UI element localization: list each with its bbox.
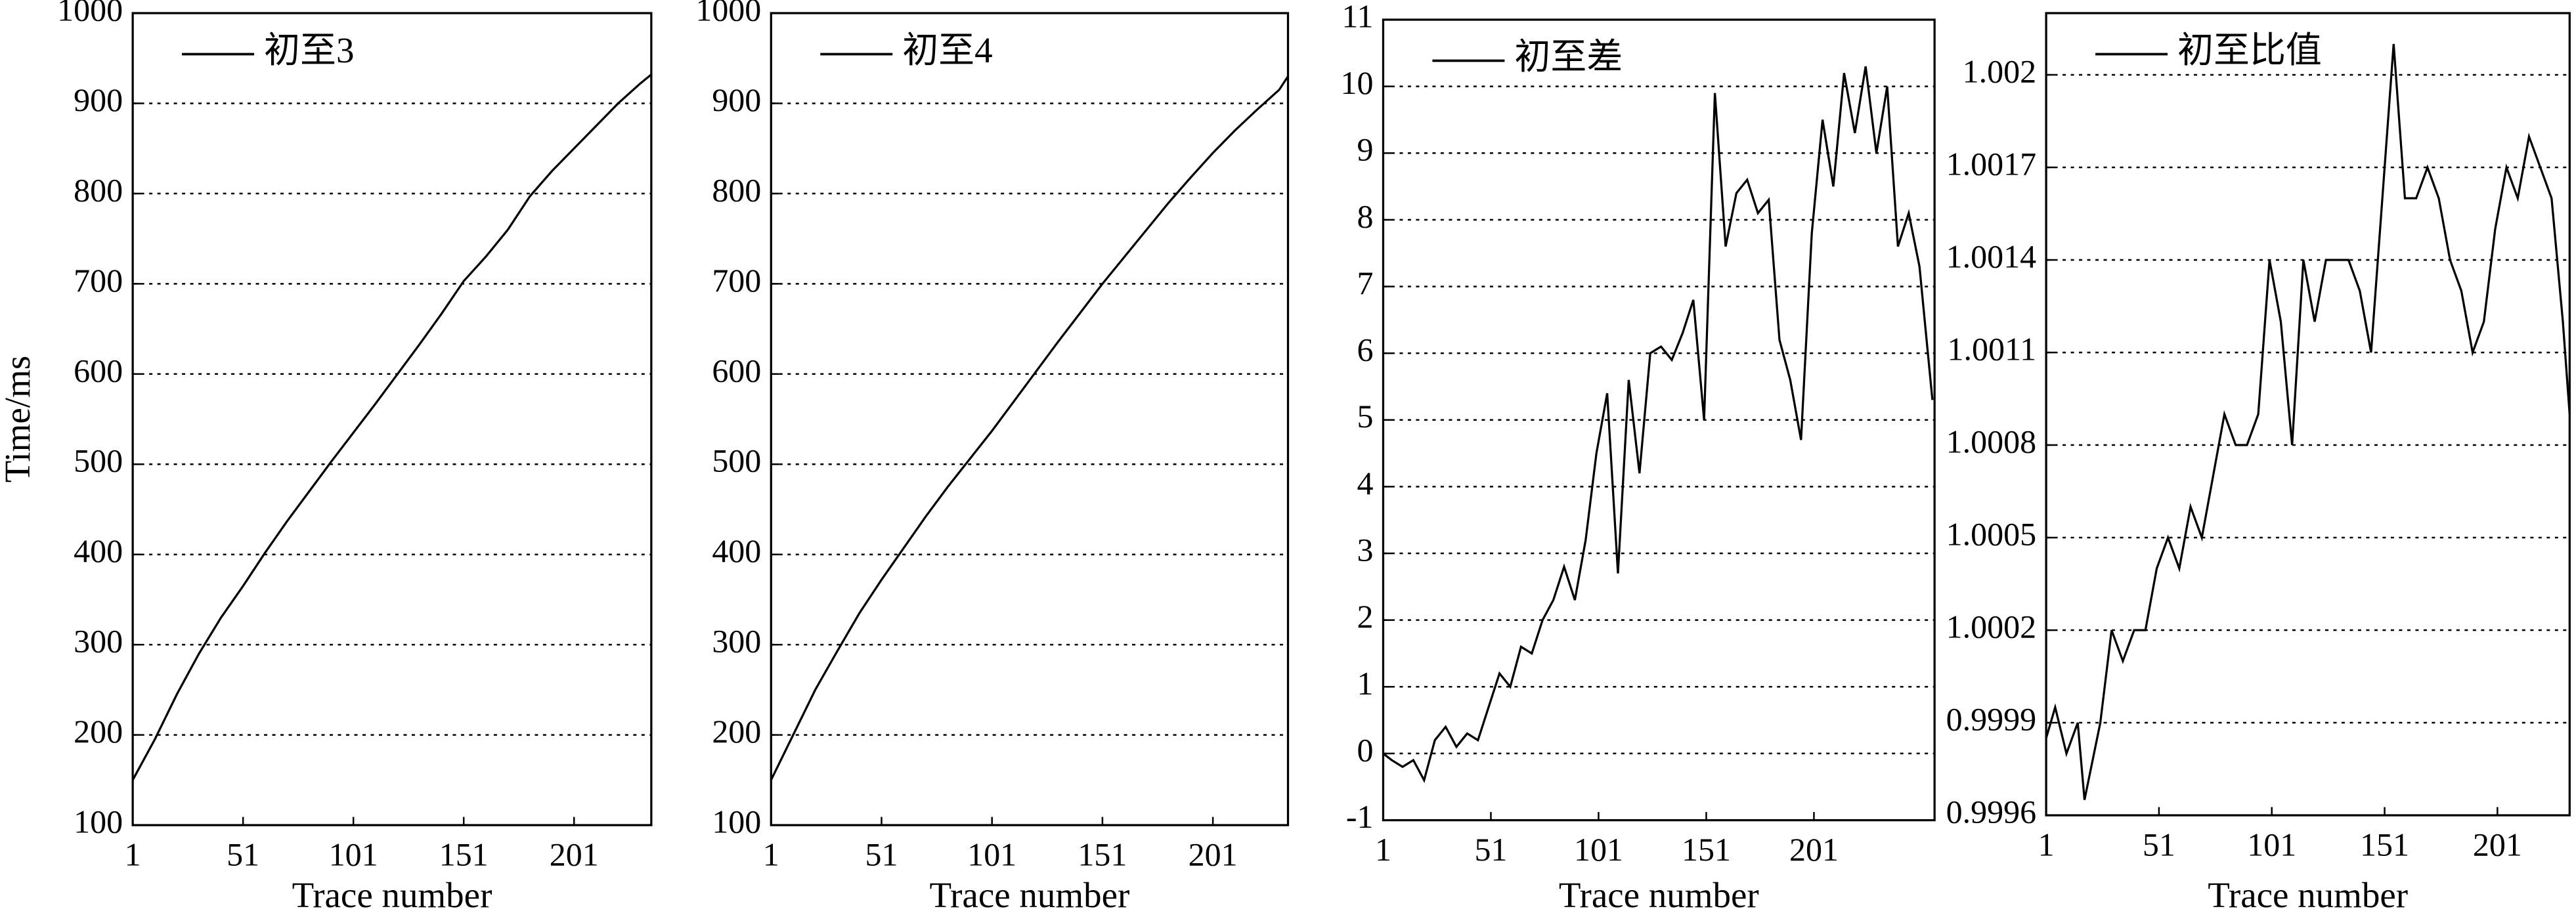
x-tick-label: 51 bbox=[865, 836, 898, 873]
data-line bbox=[2045, 43, 2571, 800]
y-tick-label: 900 bbox=[712, 81, 761, 118]
x-tick-label: 151 bbox=[2360, 826, 2409, 863]
x-tick-label: 1 bbox=[2038, 826, 2055, 863]
y-tick-label: 200 bbox=[74, 713, 123, 750]
y-tick-label: 1.0002 bbox=[1946, 608, 2036, 645]
plot-frame bbox=[1382, 18, 1936, 822]
y-tick-label: 3 bbox=[1357, 532, 1373, 568]
x-tick-label: 101 bbox=[2247, 826, 2296, 863]
y-tick-label: 400 bbox=[74, 532, 123, 569]
y-tick-label: 600 bbox=[712, 352, 761, 389]
y-tick-label: 600 bbox=[74, 352, 123, 389]
y-tick-label: 1 bbox=[1357, 665, 1373, 702]
y-tick-label: 1000 bbox=[57, 0, 123, 28]
data-line bbox=[1382, 66, 1934, 783]
y-tick-label: 300 bbox=[74, 623, 123, 660]
data-line bbox=[770, 75, 1289, 781]
y-tick-label: 6 bbox=[1357, 331, 1373, 368]
y-tick-label: 8 bbox=[1357, 198, 1373, 234]
y-tick-label: 1.0008 bbox=[1946, 423, 2036, 459]
x-tick-label: 101 bbox=[1574, 831, 1623, 868]
x-tick-label: 51 bbox=[227, 836, 259, 873]
y-tick-label: 1.0017 bbox=[1946, 145, 2036, 182]
y-tick-label: 300 bbox=[712, 623, 761, 660]
x-axis-label: Trace number bbox=[2208, 875, 2408, 915]
y-tick-label: 4 bbox=[1357, 465, 1373, 501]
y-tick-label: 11 bbox=[1342, 0, 1373, 34]
plot-frame bbox=[2045, 12, 2571, 817]
y-tick-label: 400 bbox=[712, 532, 761, 569]
y-tick-label: 100 bbox=[712, 803, 761, 840]
x-tick-label: 151 bbox=[439, 836, 489, 873]
y-tick-label: 9 bbox=[1357, 131, 1373, 168]
y-tick-label: 800 bbox=[74, 171, 123, 208]
x-tick-label: 151 bbox=[1682, 831, 1731, 868]
x-tick-label: 201 bbox=[2473, 826, 2522, 863]
y-tick-label: 800 bbox=[712, 171, 761, 208]
x-tick-label: 151 bbox=[1078, 836, 1127, 873]
y-tick-label: 1.002 bbox=[1963, 53, 2036, 89]
x-tick-label: 1 bbox=[125, 836, 141, 873]
y-axis-label: Time/ms bbox=[0, 356, 37, 482]
y-tick-label: -1 bbox=[1346, 798, 1374, 835]
y-tick-label: 1000 bbox=[695, 0, 761, 28]
y-tick-label: 200 bbox=[712, 713, 761, 750]
y-tick-label: 2 bbox=[1357, 598, 1373, 635]
x-tick-label: 51 bbox=[2143, 826, 2175, 863]
y-tick-label: 5 bbox=[1357, 398, 1373, 435]
x-tick-label: 101 bbox=[329, 836, 378, 873]
y-tick-label: 100 bbox=[74, 803, 123, 840]
y-tick-label: 1.0005 bbox=[1946, 516, 2036, 553]
x-tick-label: 1 bbox=[1375, 831, 1391, 868]
x-axis-label: Trace number bbox=[292, 875, 492, 915]
x-tick-label: 201 bbox=[550, 836, 599, 873]
legend-label: 初至差 bbox=[1514, 37, 1623, 77]
y-tick-label: 900 bbox=[74, 81, 123, 118]
x-tick-label: 101 bbox=[967, 836, 1016, 873]
y-tick-label: 500 bbox=[74, 442, 123, 479]
x-axis-label: Trace number bbox=[1559, 875, 1759, 915]
x-tick-label: 51 bbox=[1474, 831, 1507, 868]
y-tick-label: 1.0011 bbox=[1948, 330, 2037, 367]
x-tick-label: 201 bbox=[1789, 831, 1839, 868]
data-line bbox=[131, 74, 652, 781]
plot-frame bbox=[770, 12, 1290, 826]
x-tick-label: 201 bbox=[1189, 836, 1238, 873]
legend-label: 初至比值 bbox=[2177, 30, 2322, 70]
y-tick-label: 500 bbox=[712, 442, 761, 479]
legend-label: 初至4 bbox=[902, 30, 992, 70]
plot-frame bbox=[131, 12, 653, 826]
y-tick-label: 1.0014 bbox=[1946, 238, 2036, 274]
y-tick-label: 7 bbox=[1357, 265, 1373, 301]
y-tick-label: 700 bbox=[712, 262, 761, 299]
y-tick-label: 700 bbox=[74, 262, 123, 299]
legend-label: 初至3 bbox=[264, 30, 354, 70]
y-tick-label: 10 bbox=[1340, 64, 1373, 101]
x-axis-label: Trace number bbox=[929, 875, 1129, 915]
y-tick-label: 0.9996 bbox=[1946, 794, 2036, 830]
y-tick-label: 0 bbox=[1357, 731, 1373, 768]
x-tick-label: 1 bbox=[763, 836, 779, 873]
y-tick-label: 0.9999 bbox=[1946, 701, 2036, 738]
